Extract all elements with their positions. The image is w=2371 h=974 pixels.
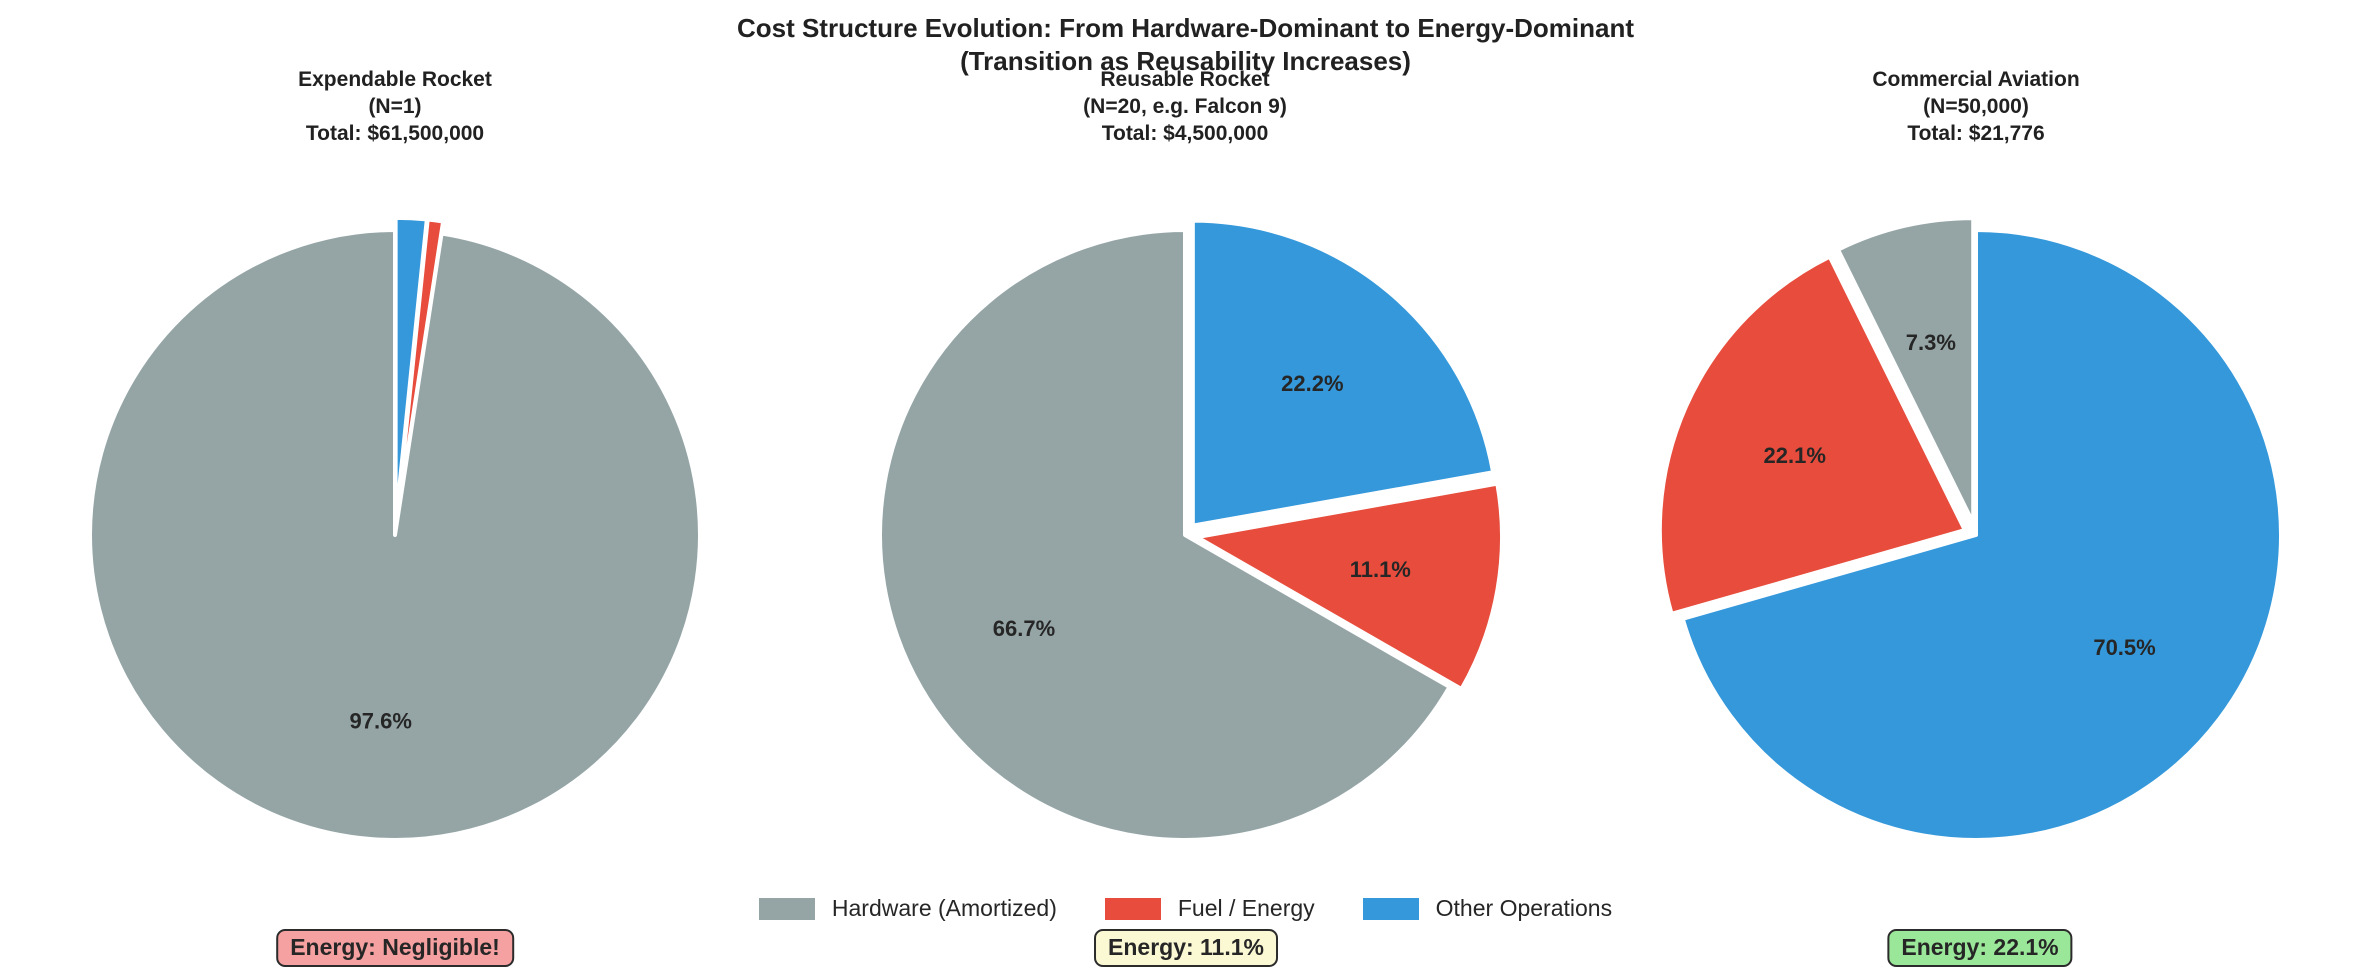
pct-label: 70.5% [2093,635,2155,660]
pie-title-reusable: Reusable Rocket (N=20, e.g. Falcon 9) To… [865,66,1505,147]
pie-chart-aviation: 7.3% 22.1% 70.5% [1657,216,2283,842]
pct-label: 7.3% [1906,330,1956,355]
figure-title-line1: Cost Structure Evolution: From Hardware-… [736,13,1635,43]
figure-title-line2: (Transition as Reusability Increases) [960,46,1411,76]
pie-chart-reusable: 66.7% 11.1% 22.2% [878,218,1505,842]
figure-title: Cost Structure Evolution: From Hardware-… [0,12,2371,78]
legend-label: Fuel / Energy [1177,895,1315,921]
pie-title-line: Expendable Rocket [298,68,492,91]
hardware-swatch-icon [758,897,815,920]
pie-title-line: Reusable Rocket [1100,68,1270,91]
pie-chart-expendable: 97.6% [88,215,702,842]
pct-label: 22.2% [1281,371,1343,396]
pie-total-line: Total: $21,776 [1907,122,2045,145]
fuel-swatch-icon [1104,897,1161,920]
legend-label: Hardware (Amortized) [831,895,1057,921]
legend-item-other-ops: Other Operations [1362,895,1613,922]
legend-item-fuel: Fuel / Energy [1104,895,1315,922]
pie-total-line: Total: $61,500,000 [305,122,485,145]
pie-subtitle-line: (N=1) [368,95,422,118]
legend-label: Other Operations [1435,895,1613,921]
pie-title-expendable: Expendable Rocket (N=1) Total: $61,500,0… [75,66,715,147]
legend-item-hardware: Hardware (Amortized) [758,895,1057,922]
pct-label: 11.1% [1350,557,1411,582]
other-ops-swatch-icon [1362,897,1419,920]
pie-total-line: Total: $4,500,000 [1101,122,1269,145]
pie-subtitle-line: (N=50,000) [1923,95,2029,118]
pie-title-aviation: Commercial Aviation (N=50,000) Total: $2… [1656,66,2296,147]
annotation-energy-negligible: Energy: Negligible! [276,929,514,967]
annotation-energy-22: Energy: 22.1% [1887,929,2073,967]
annotation-energy-11: Energy: 11.1% [1094,929,1278,967]
pct-label: 66.7% [993,616,1055,641]
pie-subtitle-line: (N=20, e.g. Falcon 9) [1083,95,1287,118]
pct-label: 22.1% [1764,443,1826,468]
pie-title-line: Commercial Aviation [1872,68,2080,91]
legend: Hardware (Amortized) Fuel / Energy Other… [0,895,2371,922]
pct-label: 97.6% [350,709,412,734]
